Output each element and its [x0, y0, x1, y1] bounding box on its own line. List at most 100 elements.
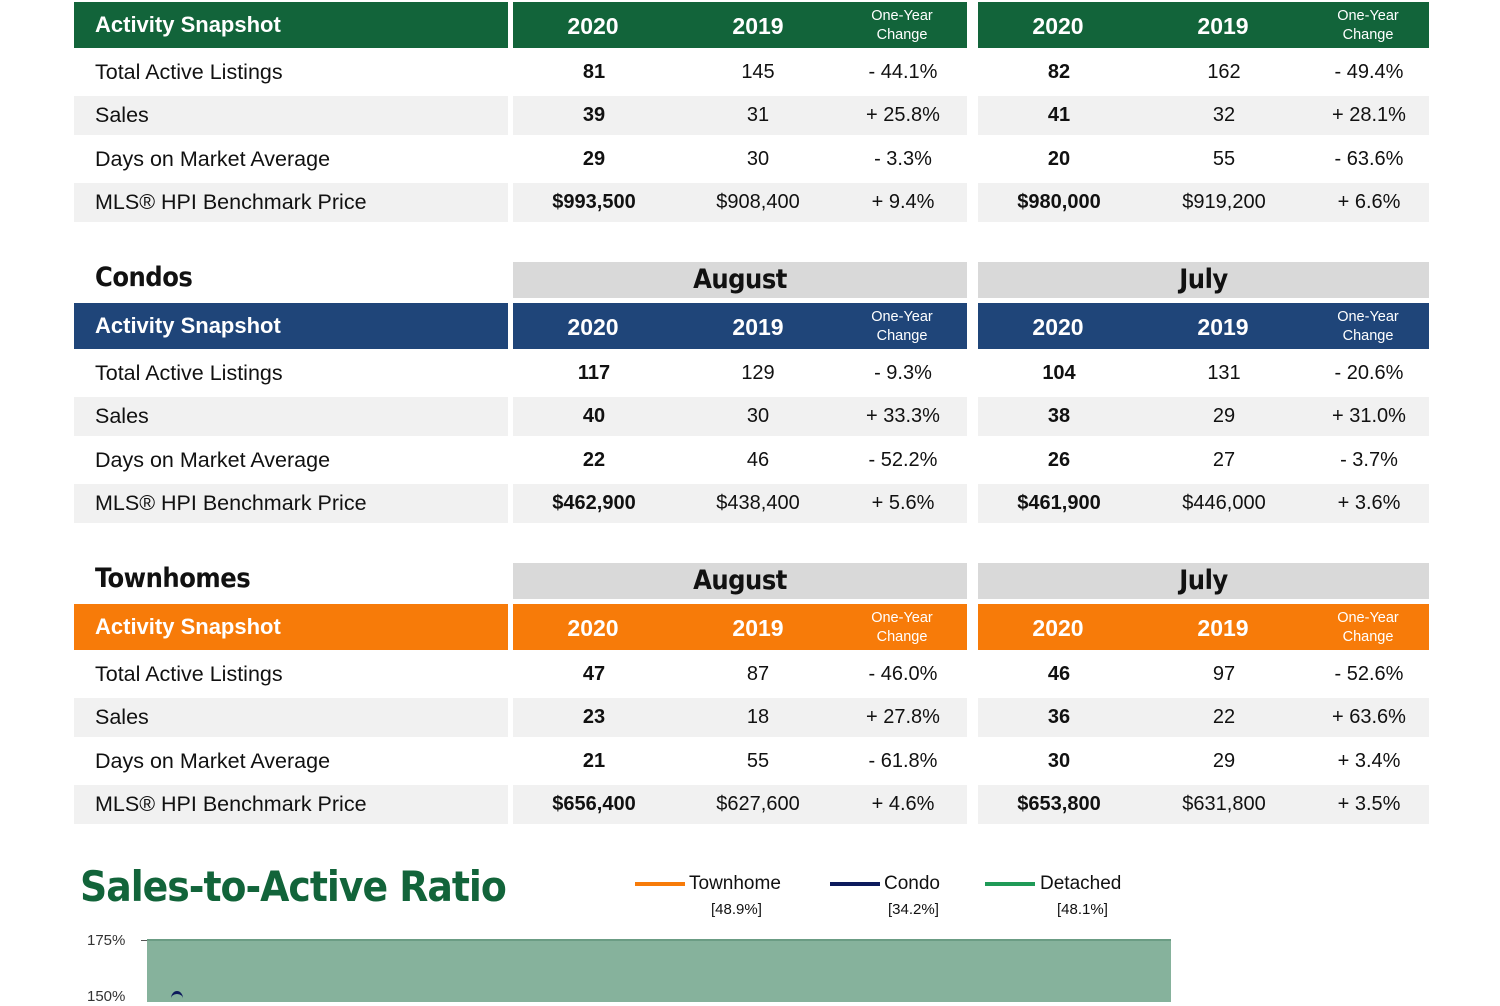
condos-row-0-a19: 129 — [741, 362, 775, 384]
condos-row-0-j20: 104 — [1042, 362, 1076, 384]
townhomes-row-1-j20: 36 — [1047, 706, 1071, 728]
detached-row-1-a20: 39 — [582, 104, 606, 126]
condo-line-fragment — [171, 991, 183, 1006]
detached-row-3-j19: $919,200 — [1182, 191, 1266, 213]
detached-jul-change-header: One-Year Change — [1308, 7, 1428, 45]
condos-jul-change-header: One-Year Change — [1308, 308, 1428, 346]
townhomes-row-1-a19: 18 — [746, 706, 770, 728]
legend-condo-swatch — [830, 882, 880, 886]
detached-row-3-jch: + 6.6% — [1337, 191, 1401, 213]
condos-row-1-j19: 29 — [1212, 405, 1236, 427]
townhomes-aug-change-header: One-Year Change — [842, 609, 962, 647]
townhomes-row-1-segment-0 — [74, 698, 508, 737]
condos-row-2-ach: - 52.2% — [868, 449, 938, 471]
condos-row-2-label: Days on Market Average — [95, 448, 331, 472]
townhomes-row-1-ach: + 27.8% — [866, 706, 940, 728]
condos-row-3-jch: + 3.6% — [1337, 492, 1401, 514]
detached-row-1-segment-1 — [513, 96, 967, 135]
condos-row-0-jch: - 20.6% — [1334, 362, 1404, 384]
detached-row-2-a20: 29 — [582, 148, 606, 170]
detached-row-2-a19: 30 — [746, 148, 770, 170]
detached-row-1-jch: + 28.1% — [1332, 104, 1406, 126]
townhomes-row-0-j19: 97 — [1212, 663, 1236, 685]
detached-jul-2019-header: 2019 — [1197, 13, 1249, 39]
detached-row-2-label: Days on Market Average — [95, 147, 331, 171]
condos-row-3-j19: $446,000 — [1182, 492, 1266, 514]
townhomes-row-3-j20: $653,800 — [1017, 793, 1101, 815]
townhomes-august-header: 2020 2019 One-Year Change — [513, 604, 967, 650]
detached-row-3-segment-0 — [74, 183, 508, 222]
condos-row-2-jch: - 3.7% — [1340, 449, 1398, 471]
detached-row-2-j20: 20 — [1047, 148, 1071, 170]
chart-plot-area — [147, 939, 1171, 1002]
townhomes-jul-change-header: One-Year Change — [1308, 609, 1428, 647]
detached-row-3-j20: $980,000 — [1017, 191, 1101, 213]
change-header-line2: Change — [876, 328, 928, 344]
condos-row-0-label: Total Active Listings — [95, 361, 283, 385]
condos-jul-2020-header: 2020 — [1032, 314, 1084, 340]
townhomes-row-2-jch: + 3.4% — [1337, 750, 1401, 772]
condos-row-1-segment-0 — [74, 397, 508, 436]
detached-august-header: 2020 2019 One-Year Change — [513, 2, 967, 48]
detached-row-3-segment-1 — [513, 183, 967, 222]
townhomes-row-3-a19: $627,600 — [716, 793, 800, 815]
townhomes-header-label-cell: Activity Snapshot — [74, 604, 508, 650]
detached-row-3-a19: $908,400 — [716, 191, 800, 213]
change-header-line1: One-Year — [871, 309, 933, 325]
townhomes-row-1-label: Sales — [95, 705, 149, 729]
detached-aug-change-header: One-Year Change — [842, 7, 962, 45]
change-header-line1: One-Year — [871, 8, 933, 24]
townhomes-row-0-ach: - 46.0% — [868, 663, 938, 685]
change-header-line1: One-Year — [1337, 309, 1399, 325]
townhomes-row-1-segment-1 — [513, 698, 967, 737]
townhomes-row-3-segment-0 — [74, 785, 508, 824]
chart-title: Sales-to-Active Ratio — [80, 862, 507, 911]
condos-row-0-a20: 117 — [577, 362, 611, 384]
townhomes-row-0-j20: 46 — [1047, 663, 1071, 685]
detached-row-0-ach: - 44.1% — [868, 61, 938, 83]
legend-condo-label: Condo — [884, 873, 940, 894]
townhomes-month-august: August — [513, 563, 967, 599]
legend-detached-label: Detached — [1040, 873, 1122, 894]
townhomes-row-2-a19: 55 — [746, 750, 770, 772]
detached-row-2-jch: - 63.6% — [1334, 148, 1404, 170]
legend-townhome-value: [48.9%] — [711, 901, 762, 918]
legend-detached-swatch — [985, 882, 1035, 886]
change-header-line1: One-Year — [1337, 8, 1399, 24]
legend-condo-value: [34.2%] — [888, 901, 939, 918]
condos-row-1-jch: + 31.0% — [1332, 405, 1406, 427]
townhomes-row-0-jch: - 52.6% — [1334, 663, 1404, 685]
condos-jul-2019-header: 2019 — [1197, 314, 1249, 340]
townhomes-row-3-segment-2 — [978, 785, 1429, 824]
townhomes-row-3-a20: $656,400 — [552, 793, 636, 815]
townhomes-aug-2019-header: 2019 — [732, 615, 784, 641]
y-tick-150: 150% — [87, 988, 126, 1005]
condos-row-3-j20: $461,900 — [1017, 492, 1101, 514]
condos-row-1-j20: 38 — [1047, 405, 1071, 427]
condos-row-2-a20: 22 — [582, 449, 606, 471]
detached-july-header: 2020 2019 One-Year Change — [978, 2, 1429, 48]
condos-row-0-ach: - 9.3% — [874, 362, 932, 384]
detached-header-label: Activity Snapshot — [95, 12, 281, 37]
legend-detached-value: [48.1%] — [1057, 901, 1108, 918]
detached-row-0-jch: - 49.4% — [1334, 61, 1404, 83]
condos-row-2-a19: 46 — [746, 449, 770, 471]
legend-townhome-label: Townhome — [689, 873, 781, 894]
townhomes-row-3-jch: + 3.5% — [1337, 793, 1401, 815]
condos-row-1-segment-2 — [978, 397, 1429, 436]
y-tick-175: 175% — [87, 932, 126, 949]
townhomes-row-3-ach: + 4.6% — [871, 793, 935, 815]
townhomes-row-2-j19: 29 — [1212, 750, 1236, 772]
detached-jul-2020-header: 2020 — [1032, 13, 1084, 39]
townhomes-row-0-a19: 87 — [746, 663, 770, 685]
detached-row-0-j19: 162 — [1207, 61, 1241, 83]
condos-row-1-segment-1 — [513, 397, 967, 436]
condos-august-header: 2020 2019 One-Year Change — [513, 303, 967, 349]
condos-row-2-j20: 26 — [1047, 449, 1071, 471]
detached-aug-2019-header: 2019 — [732, 13, 784, 39]
condos-row-3-label: MLS® HPI Benchmark Price — [95, 491, 367, 515]
townhomes-row-1-a20: 23 — [582, 706, 606, 728]
townhomes-july-header: 2020 2019 One-Year Change — [978, 604, 1429, 650]
townhomes-row-3-label: MLS® HPI Benchmark Price — [95, 792, 367, 816]
condos-row-3-segment-2 — [978, 484, 1429, 523]
